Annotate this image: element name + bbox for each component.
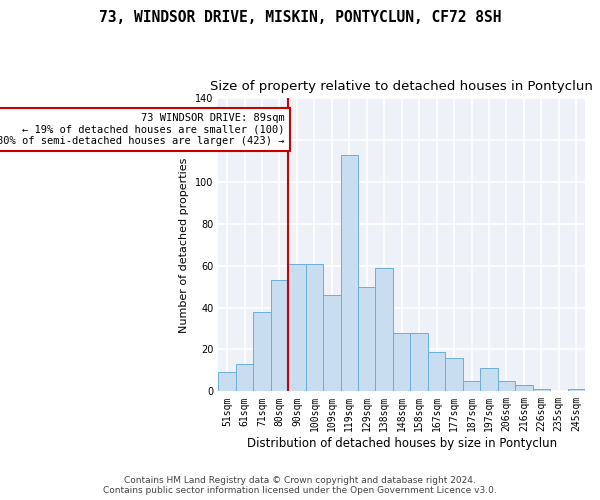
Bar [393, 332, 410, 392]
Text: Contains HM Land Registry data © Crown copyright and database right 2024.
Contai: Contains HM Land Registry data © Crown c… [103, 476, 497, 495]
Bar [515, 385, 533, 392]
Bar [358, 286, 376, 392]
X-axis label: Distribution of detached houses by size in Pontyclun: Distribution of detached houses by size … [247, 437, 557, 450]
Bar [410, 332, 428, 392]
Text: 73, WINDSOR DRIVE, MISKIN, PONTYCLUN, CF72 8SH: 73, WINDSOR DRIVE, MISKIN, PONTYCLUN, CF… [99, 10, 501, 25]
Bar [218, 372, 236, 392]
Y-axis label: Number of detached properties: Number of detached properties [179, 157, 190, 332]
Bar [305, 264, 323, 392]
Bar [498, 381, 515, 392]
Bar [236, 364, 253, 392]
Bar [288, 264, 305, 392]
Title: Size of property relative to detached houses in Pontyclun: Size of property relative to detached ho… [210, 80, 593, 93]
Bar [271, 280, 288, 392]
Bar [376, 268, 393, 392]
Bar [463, 381, 480, 392]
Bar [323, 295, 341, 392]
Text: 73 WINDSOR DRIVE: 89sqm
← 19% of detached houses are smaller (100)
80% of semi-d: 73 WINDSOR DRIVE: 89sqm ← 19% of detache… [0, 113, 285, 146]
Bar [253, 312, 271, 392]
Bar [533, 389, 550, 392]
Bar [568, 389, 585, 392]
Bar [341, 155, 358, 392]
Bar [445, 358, 463, 392]
Bar [428, 352, 445, 392]
Bar [480, 368, 498, 392]
